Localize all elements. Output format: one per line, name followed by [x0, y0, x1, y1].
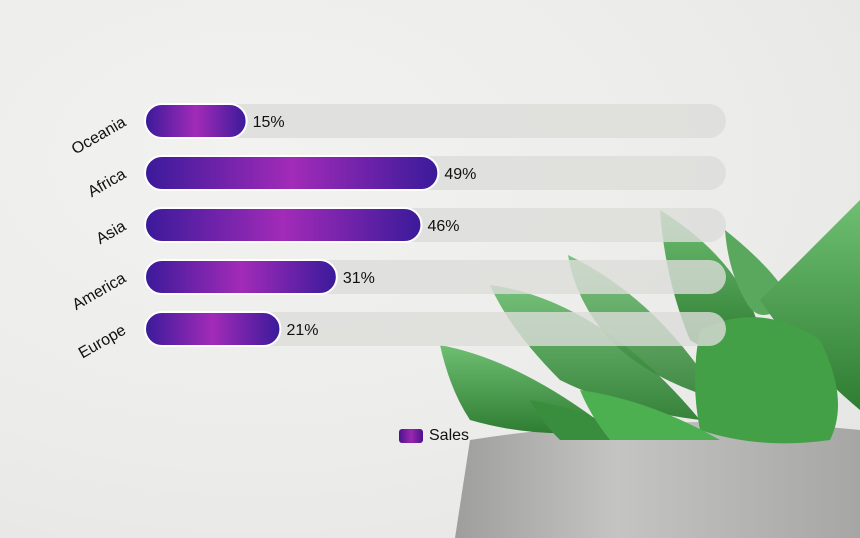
value-label-africa: 49% — [444, 166, 476, 183]
value-labels: 15% 49% 46% 31% 21% — [253, 114, 477, 339]
category-label-oceania: Oceania — [69, 114, 129, 159]
legend-label: Sales — [429, 427, 470, 444]
category-label-africa: Africa — [85, 166, 129, 201]
legend: Sales — [399, 427, 469, 445]
value-label-europe: 21% — [286, 322, 318, 339]
category-label-europe: Europe — [76, 322, 129, 363]
bar-asia — [144, 207, 423, 243]
category-label-america: America — [70, 270, 129, 314]
succulent-plant-decoration — [440, 200, 860, 538]
bar-oceania — [144, 103, 248, 139]
category-labels: Oceania Africa Asia America Europe — [69, 114, 129, 363]
bar-europe — [144, 311, 282, 347]
bar-america — [144, 259, 338, 295]
value-label-asia: 46% — [427, 218, 459, 235]
bar-africa — [144, 155, 440, 191]
value-label-oceania: 15% — [253, 114, 285, 131]
legend-swatch — [399, 429, 423, 443]
bar-track — [145, 312, 726, 346]
bar-track — [145, 104, 726, 138]
bars — [144, 103, 440, 347]
value-label-america: 31% — [343, 270, 375, 287]
category-label-asia: Asia — [94, 218, 130, 248]
